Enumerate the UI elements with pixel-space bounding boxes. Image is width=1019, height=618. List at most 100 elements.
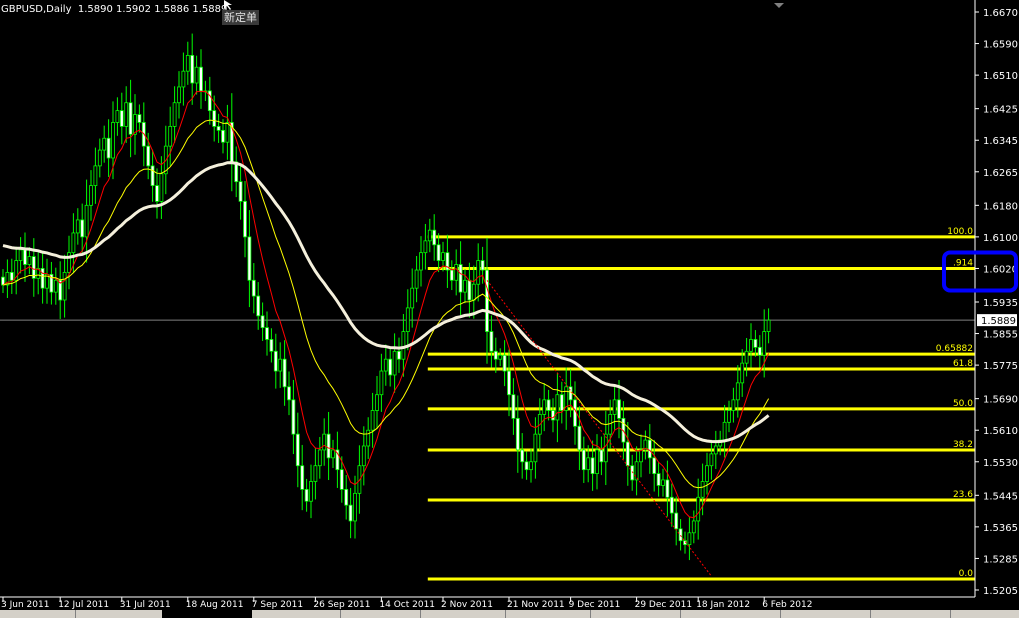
candle (665, 479, 670, 498)
trend-line (486, 279, 712, 577)
time-tick-label: 7 Sep 2011 (252, 600, 303, 610)
candle (31, 256, 36, 279)
candle (524, 461, 529, 471)
candle (656, 473, 661, 486)
candle (603, 433, 608, 463)
candle (335, 449, 340, 471)
candle (401, 331, 406, 360)
candle (256, 295, 261, 317)
candle (586, 457, 591, 471)
candle (722, 421, 727, 441)
candle (238, 181, 243, 202)
candle (177, 86, 181, 104)
candle (471, 283, 476, 301)
candle (559, 394, 564, 411)
candle (207, 90, 212, 112)
price-tick-label: 1.5855 (983, 330, 1018, 341)
candle (375, 394, 379, 411)
candle (757, 346, 762, 356)
candle (551, 410, 555, 421)
price-tick-label: 1.6020 (983, 264, 1018, 275)
candle (291, 399, 296, 435)
current-price-label: 1.5889 (981, 316, 1016, 327)
candle (705, 465, 709, 482)
candle (36, 268, 41, 279)
candle (414, 269, 419, 289)
candle (454, 264, 459, 281)
candle (216, 126, 221, 131)
candle (766, 319, 771, 332)
candle (128, 102, 133, 135)
candle (269, 339, 274, 352)
candle (260, 315, 265, 329)
candle (53, 279, 58, 293)
price-tick-label: 1.6590 (983, 40, 1018, 51)
price-tick-label: 1.5775 (983, 361, 1018, 372)
candle (573, 399, 577, 427)
candle (691, 520, 696, 534)
candle (555, 394, 560, 421)
candle (353, 492, 357, 522)
bottom-tab-strip[interactable] (0, 610, 1019, 618)
price-tick-label: 1.5610 (983, 426, 1018, 437)
candle (75, 219, 80, 234)
candle (749, 339, 753, 352)
candle (18, 249, 23, 261)
fib-level-label: 38.2 (953, 440, 973, 450)
candle (133, 114, 137, 135)
candle (427, 229, 432, 242)
candle (278, 358, 283, 372)
candle (740, 362, 745, 384)
time-tick-label: 12 Jul 2011 (58, 600, 109, 610)
candle (467, 279, 472, 301)
candle (515, 417, 520, 451)
candle (392, 350, 397, 376)
candle (542, 399, 547, 415)
price-tick-label: 1.5365 (983, 523, 1018, 534)
candle (212, 110, 217, 127)
candle (463, 279, 467, 293)
candle (67, 252, 71, 273)
new-order-tag[interactable]: 新定单 (222, 10, 259, 25)
price-tick-label: 1.6180 (983, 201, 1018, 212)
candle (735, 382, 740, 401)
candle (630, 465, 635, 481)
candle (731, 399, 736, 411)
candle (137, 114, 142, 123)
candle (5, 271, 10, 286)
candle (480, 260, 485, 271)
moving-average-line (2, 119, 770, 489)
candle (243, 200, 247, 238)
candle (282, 358, 287, 388)
candle (432, 229, 437, 246)
candle (661, 479, 665, 486)
candle (45, 273, 49, 289)
candle (423, 240, 428, 254)
candle (300, 465, 305, 490)
candle (172, 102, 177, 127)
candle (493, 350, 498, 360)
candle (97, 149, 102, 167)
time-tick-label: 14 Oct 2011 (379, 600, 435, 610)
candle (168, 126, 173, 147)
candle (643, 439, 648, 451)
price-tick-label: 1.6265 (983, 168, 1018, 179)
candle (617, 399, 621, 419)
candle (331, 449, 335, 459)
candle (155, 185, 159, 202)
price-tick-label: 1.5285 (983, 554, 1018, 565)
fib-level-label: 23.6 (953, 490, 973, 500)
candle (639, 449, 643, 463)
highlight-box (942, 250, 1018, 293)
time-tick-label: 6 Feb 2012 (762, 600, 812, 610)
candle (709, 453, 714, 467)
candle (696, 496, 701, 522)
time-tick-label: 3 Jun 2011 (1, 600, 49, 610)
price-tick-label: 1.5445 (983, 491, 1018, 502)
price-tick-label: 1.5690 (983, 395, 1018, 406)
candle (71, 232, 76, 254)
candle (339, 469, 344, 490)
moving-average-line (2, 90, 770, 519)
candle (40, 268, 45, 289)
